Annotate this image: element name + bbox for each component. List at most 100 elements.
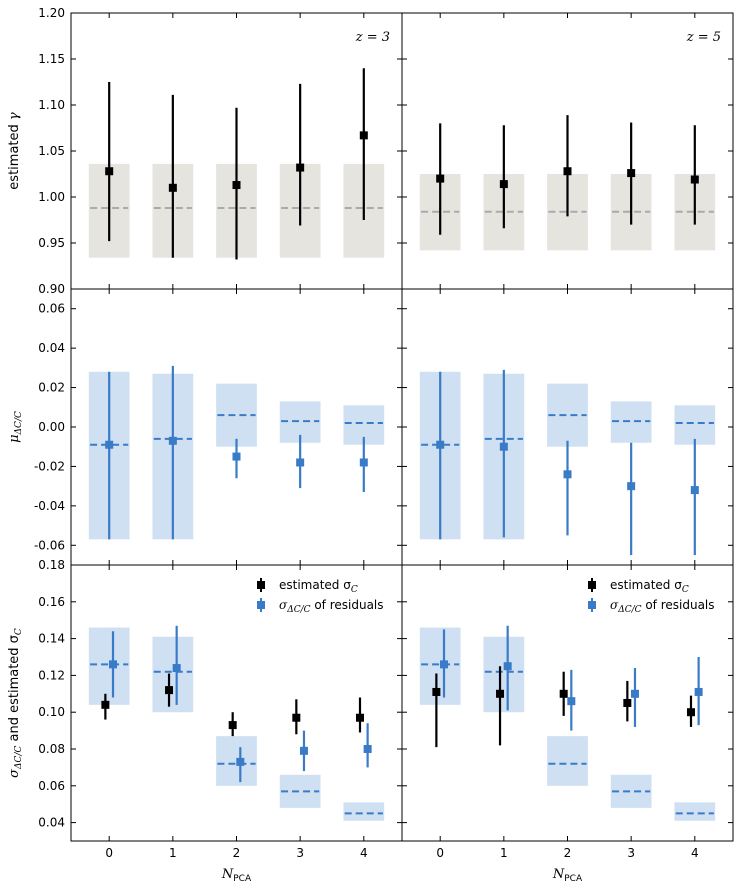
blue-point-3: [296, 458, 305, 467]
ylabel-symbol: μ: [7, 434, 22, 442]
black-point-1: [165, 686, 174, 695]
xlabel-sub: PCA: [233, 874, 252, 884]
legend-blue-marker: [588, 601, 596, 609]
blue-point-1: [503, 662, 512, 671]
ytick-label: -0.06: [34, 538, 65, 552]
ytick-label: 1.00: [38, 190, 65, 204]
blue-point-4: [363, 745, 372, 753]
ytick-label: 0.02: [38, 381, 65, 395]
ytick-label: 0.00: [38, 420, 65, 434]
blue-point-2: [236, 757, 245, 766]
ylabel-gamma: estimated γ: [7, 112, 22, 190]
legend-sub: ΔC/C: [617, 605, 641, 615]
ylabel-mu: μΔC/C: [7, 411, 24, 443]
black-point-2: [232, 181, 241, 190]
black-point-4: [686, 708, 695, 717]
legend: estimated σC σΔC/C of residuals: [257, 578, 384, 615]
legend-sub: C: [682, 585, 689, 595]
legend-estimated-label: estimated σC: [279, 578, 358, 595]
black-point-4: [355, 713, 364, 722]
black-point-2: [563, 167, 572, 176]
band-4: [674, 802, 716, 821]
xtick-label: 3: [296, 846, 304, 860]
panel-mu-z5: [401, 288, 734, 566]
legend-text: σ: [279, 598, 288, 612]
blue-point-1: [168, 436, 177, 445]
xlabel-main: N: [552, 867, 565, 882]
band-1: [483, 636, 525, 713]
blue-point-4: [690, 486, 699, 495]
ytick-label: 0.95: [38, 236, 65, 250]
ytick-label: 1.15: [38, 52, 65, 66]
panel-sigma-z3: 0.04 0.06 0.08 0.10 0.12 0.14 0.16 0.18 0 1 2 3 4 est…: [38, 558, 403, 860]
ylabel-text: estimated: [7, 120, 22, 190]
blue-point-3: [630, 689, 639, 698]
blue-point-4: [694, 687, 703, 696]
ylabel-symbol: σ: [7, 768, 22, 778]
blue-point-2: [563, 470, 572, 479]
redshift-label: z = 5: [686, 30, 721, 45]
legend-sub: ΔC/C: [286, 605, 310, 615]
ylabel-sigma: σΔC/C and estimated σC: [7, 628, 24, 778]
legend-text: of residuals: [642, 598, 715, 612]
ylabel-sub: ΔC/C: [14, 746, 24, 770]
band-2: [547, 736, 588, 786]
ytick-label: -0.02: [34, 459, 65, 473]
black-point-3: [292, 713, 301, 722]
blue-point-4: [359, 458, 368, 467]
blue-point-2: [567, 697, 576, 706]
xtick-label: 2: [233, 846, 241, 860]
band-4: [343, 802, 385, 821]
ytick-label: 0.06: [38, 779, 65, 793]
panel-gamma-z3: 0.90 0.95 1.00 1.05 1.10 1.15 1.20 z = 3: [38, 6, 403, 296]
ytick-label: -0.04: [34, 499, 65, 513]
legend-text: estimated σ: [610, 578, 682, 592]
black-point-3: [296, 163, 305, 172]
ylabel-text: and estimated σ: [7, 635, 22, 746]
blue-point-0: [436, 440, 445, 449]
legend-black-marker: [588, 581, 596, 589]
xtick-label: 3: [627, 846, 635, 860]
ytick-label: 0.14: [38, 632, 65, 646]
black-point-2: [559, 689, 568, 698]
black-point-1: [499, 180, 508, 189]
black-point-3: [627, 169, 636, 178]
band-1: [152, 636, 194, 713]
ytick-label: 1.10: [38, 98, 65, 112]
legend-residuals-label: σΔC/C of residuals: [279, 598, 384, 615]
black-point-4: [359, 131, 368, 140]
xtick-label: 1: [169, 846, 177, 860]
xtick-label: 4: [691, 846, 699, 860]
ytick-label: 0.90: [38, 282, 65, 296]
blue-point-0: [440, 660, 449, 669]
xtick-label: 2: [564, 846, 572, 860]
blue-point-0: [105, 440, 114, 449]
ytick-label: 0.04: [38, 816, 65, 830]
legend-estimated-label: estimated σC: [610, 578, 689, 595]
blue-point-2: [232, 452, 241, 461]
black-point-1: [496, 689, 505, 698]
black-point-1: [168, 183, 177, 192]
black-point-0: [432, 687, 441, 696]
black-point-2: [228, 721, 237, 730]
xtick-label: 4: [360, 846, 368, 860]
blue-point-1: [172, 664, 181, 673]
xlabel-sub: PCA: [564, 874, 583, 884]
legend-blue-marker: [257, 601, 265, 609]
black-point-0: [436, 174, 445, 183]
black-point-0: [101, 700, 110, 709]
redshift-label: z = 3: [355, 30, 390, 45]
blue-point-3: [627, 482, 636, 491]
panel-gamma-z5: z = 5: [401, 12, 734, 290]
ylabel-sub: C: [14, 628, 24, 635]
xtick-label: 1: [500, 846, 508, 860]
ytick-label: 0.12: [38, 668, 65, 682]
ytick-label: 0.10: [38, 705, 65, 719]
blue-point-0: [109, 660, 118, 669]
xtick-label: 0: [436, 846, 444, 860]
xlabel-npca: NPCA: [552, 867, 583, 884]
legend-black-marker: [257, 581, 265, 589]
